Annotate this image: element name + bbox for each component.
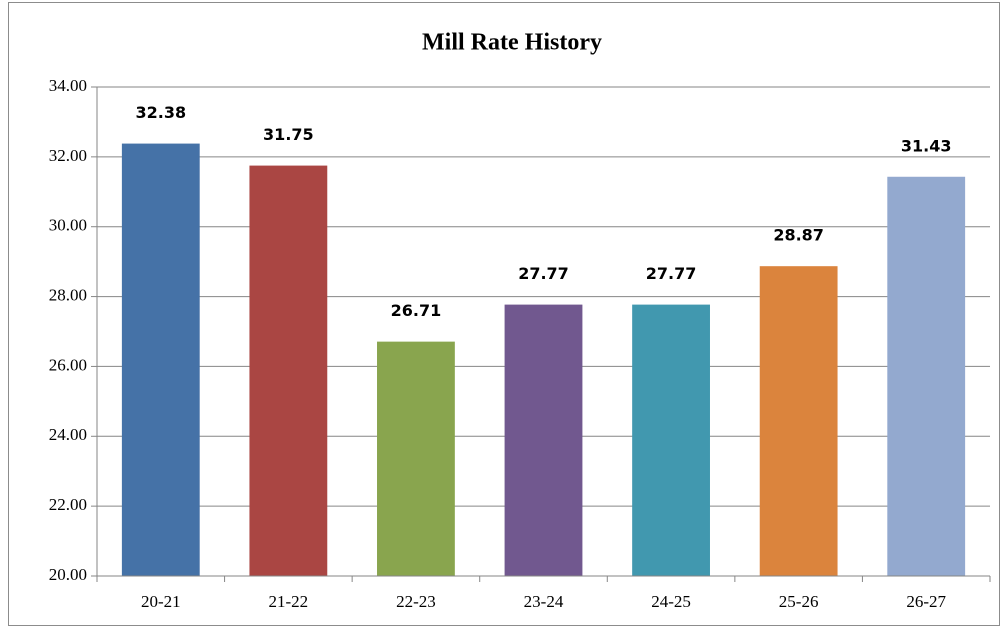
y-tick-label: 26.00	[49, 355, 87, 374]
data-label: 27.77	[646, 264, 697, 283]
data-label: 27.77	[518, 264, 569, 283]
y-tick-label: 24.00	[49, 425, 87, 444]
bar	[377, 341, 455, 576]
bar	[121, 143, 200, 576]
bar	[632, 304, 710, 576]
y-tick-label: 22.00	[49, 495, 87, 514]
data-label: 28.87	[773, 226, 824, 245]
chart-title: Mill Rate History	[422, 30, 602, 56]
y-tick-label: 32.00	[49, 146, 87, 165]
y-tick-label: 34.00	[49, 76, 87, 95]
x-tick-label: 25-26	[779, 592, 819, 611]
bar	[887, 176, 966, 577]
x-tick-label: 26-27	[906, 592, 946, 611]
x-tick-label: 24-25	[651, 592, 691, 611]
y-tick-label: 28.00	[49, 285, 87, 304]
data-label: 26.71	[391, 301, 442, 320]
y-tick-label: 30.00	[49, 216, 87, 235]
bar	[504, 304, 583, 576]
bar	[249, 165, 328, 576]
bar	[759, 266, 838, 576]
data-label: 31.75	[263, 125, 314, 144]
data-label: 31.43	[901, 136, 952, 155]
y-tick-label: 20.00	[49, 565, 87, 584]
x-tick-label: 21-22	[269, 592, 309, 611]
data-label: 32.38	[135, 103, 186, 122]
x-tick-label: 22-23	[396, 592, 436, 611]
x-tick-label: 20-21	[141, 592, 181, 611]
x-tick-label: 23-24	[524, 592, 564, 611]
